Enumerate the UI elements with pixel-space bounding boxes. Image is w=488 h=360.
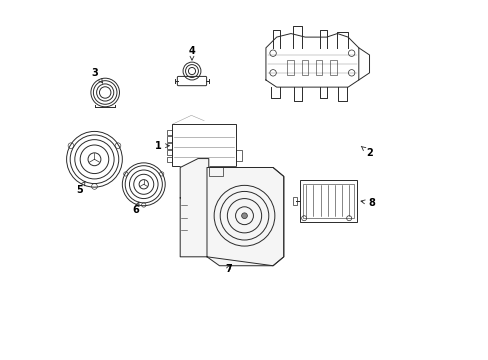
Bar [299, 180, 356, 222]
Bar [166, 130, 171, 135]
Bar [293, 197, 296, 205]
Text: 2: 2 [361, 146, 372, 158]
Bar [166, 143, 171, 149]
Bar [166, 136, 171, 142]
Text: 8: 8 [360, 198, 374, 208]
Bar [301, 60, 307, 75]
Bar [287, 60, 293, 75]
Bar [208, 167, 223, 176]
Bar [302, 184, 353, 217]
Bar [329, 60, 336, 75]
Circle shape [241, 213, 247, 219]
Bar [235, 150, 242, 161]
Bar [172, 124, 235, 166]
Text: 1: 1 [154, 141, 169, 151]
Text: 3: 3 [92, 68, 102, 83]
Text: 5: 5 [76, 181, 85, 195]
Bar [166, 157, 171, 162]
Bar [166, 150, 171, 156]
Polygon shape [180, 158, 283, 266]
Text: 6: 6 [132, 202, 139, 215]
Text: 7: 7 [224, 264, 231, 274]
Bar [315, 60, 322, 75]
Text: 4: 4 [188, 46, 195, 60]
